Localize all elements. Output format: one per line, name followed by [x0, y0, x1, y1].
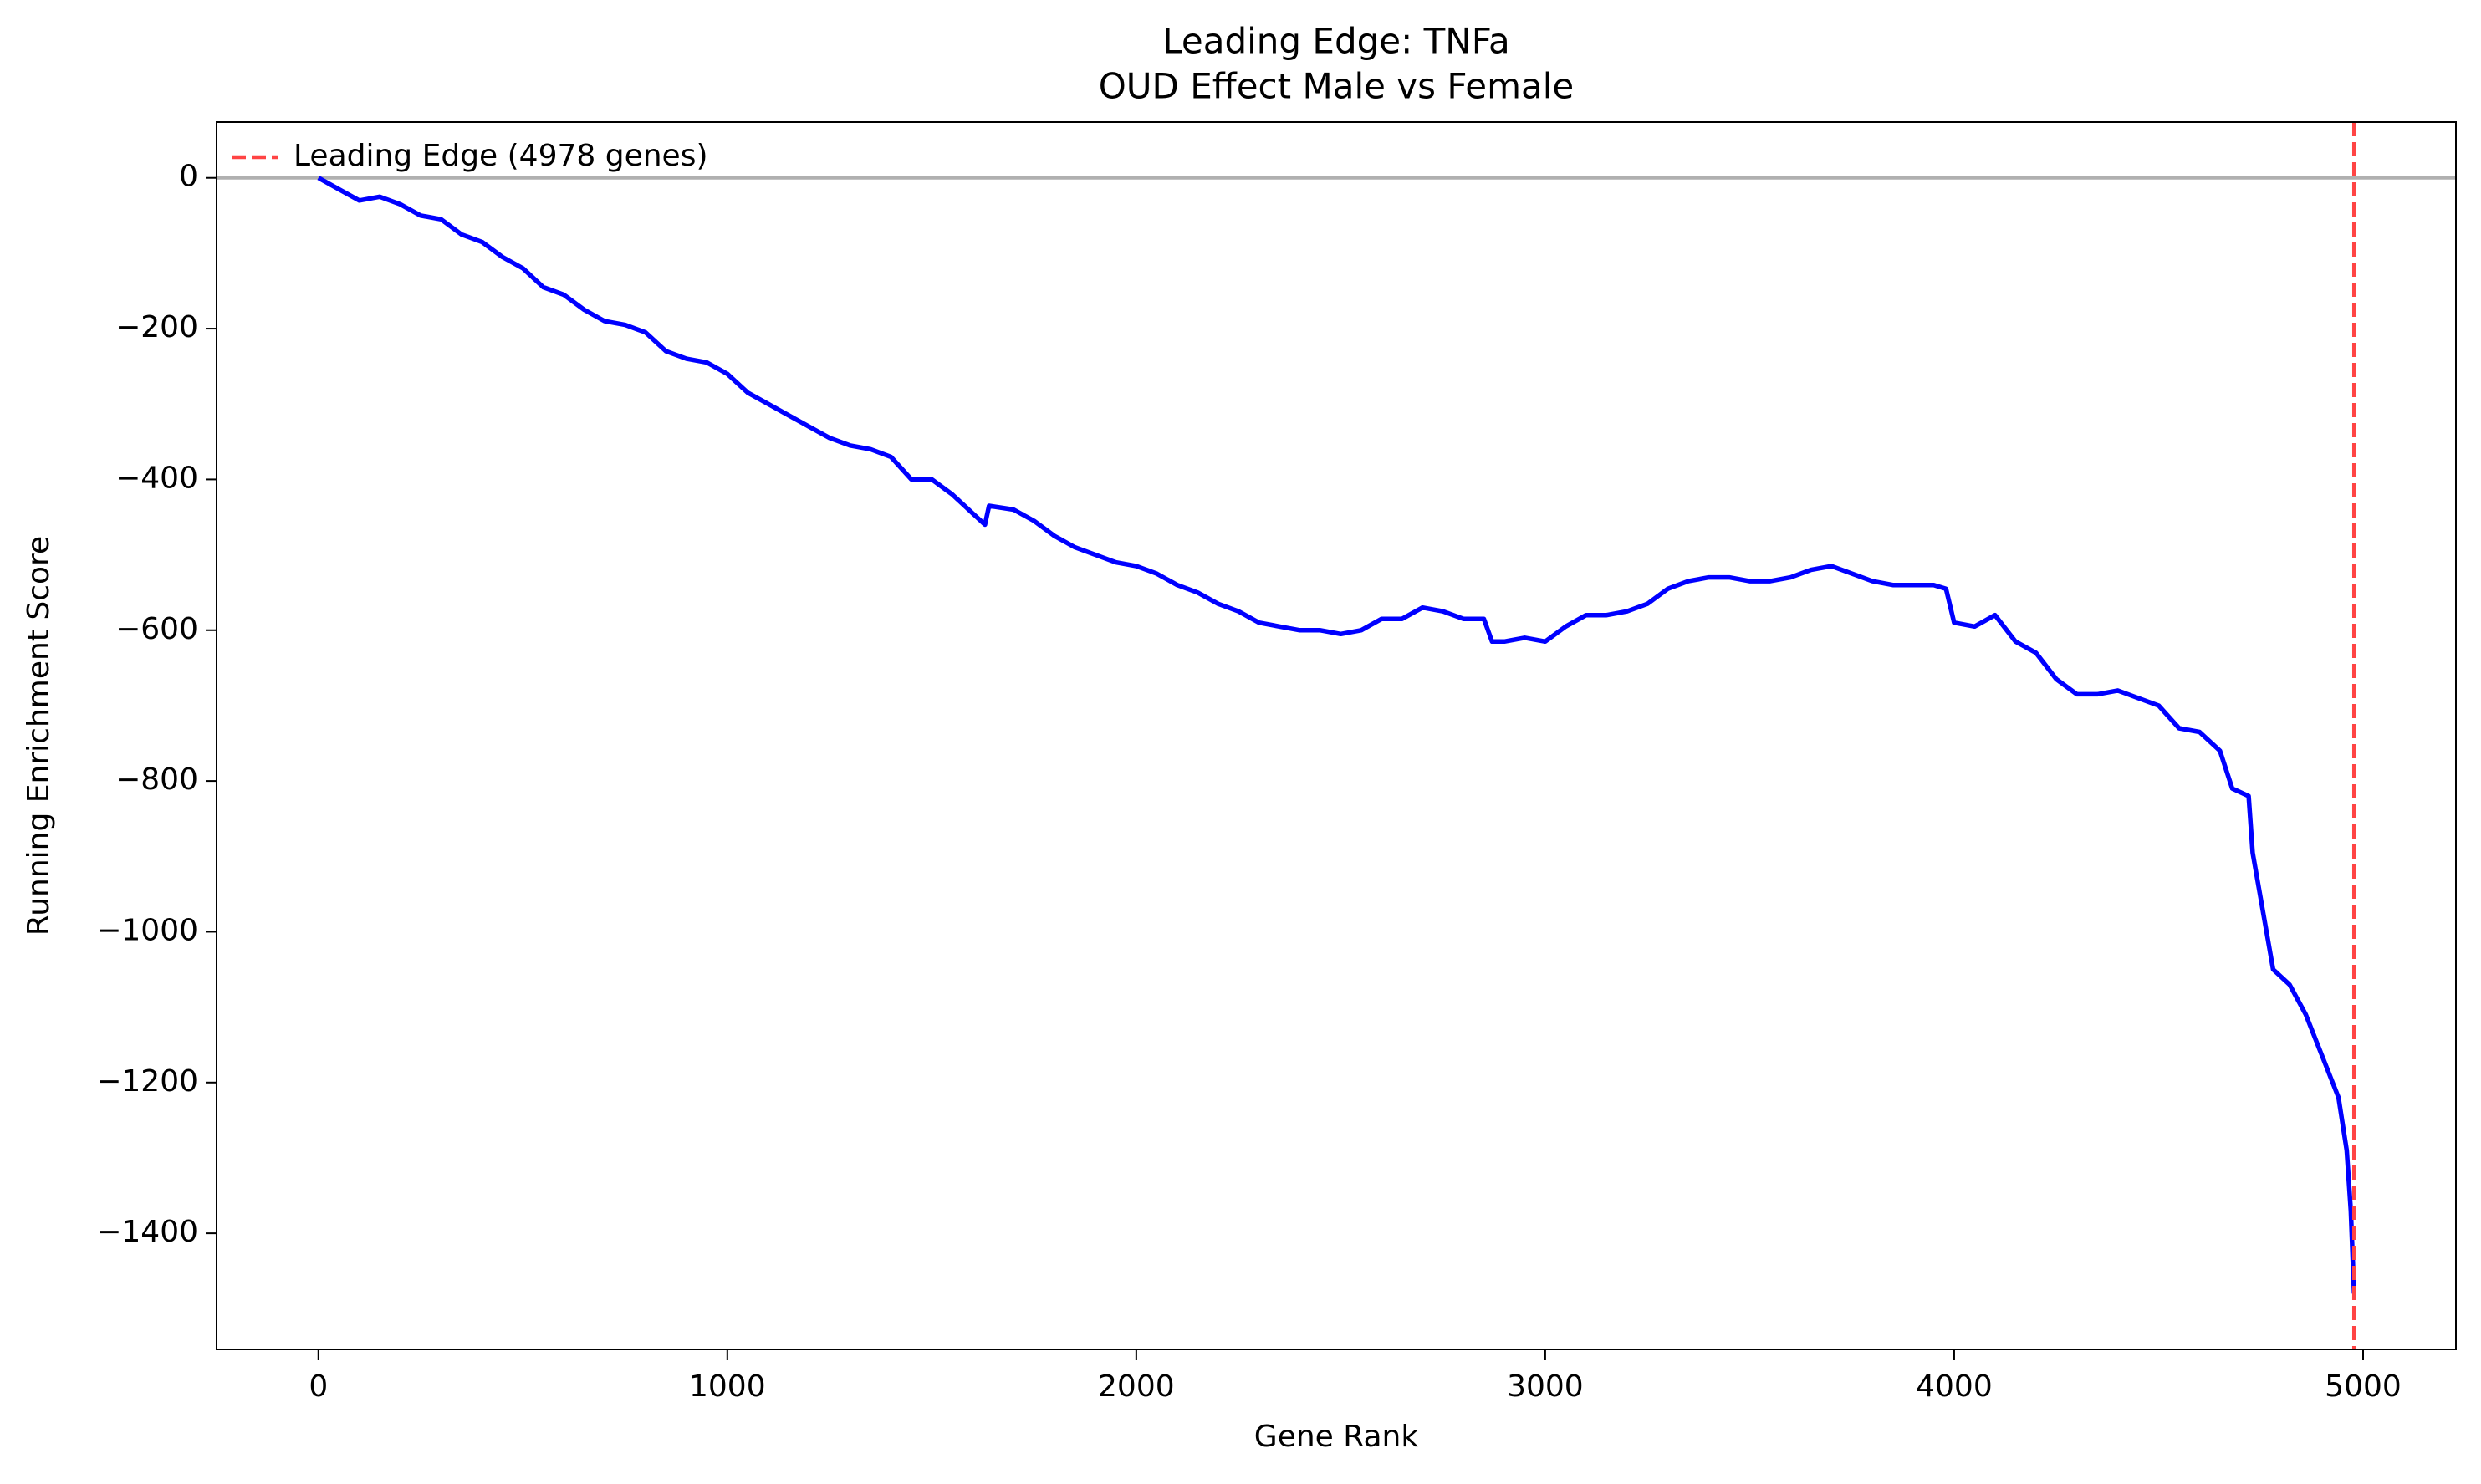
series-line	[317, 176, 2356, 1294]
y-tick-label: −600	[115, 612, 198, 646]
x-tick-label: 1000	[689, 1369, 766, 1404]
y-tick-label: −200	[115, 310, 198, 344]
y-axis-label: Running Enrichment Score	[22, 536, 56, 936]
chart-subtitle: OUD Effect Male vs Female	[1099, 66, 1575, 107]
y-tick-label: −1400	[96, 1215, 198, 1249]
x-axis-label: Gene Rank	[1254, 1420, 1419, 1454]
plot-frame	[216, 121, 2457, 1350]
y-tick-label: −400	[115, 461, 198, 495]
y-tick-label: −1200	[96, 1064, 198, 1099]
x-tick-label: 5000	[2325, 1369, 2402, 1404]
x-tick-label: 4000	[1916, 1369, 1993, 1404]
x-tick-label: 0	[309, 1369, 328, 1404]
chart-title: Leading Edge: TNFa	[1162, 21, 1510, 62]
x-tick-label: 3000	[1507, 1369, 1584, 1404]
x-tick-label: 2000	[1098, 1369, 1175, 1404]
y-tick-label: 0	[179, 160, 198, 194]
y-tick-label: −1000	[96, 913, 198, 947]
legend-label: Leading Edge (4978 genes)	[294, 139, 708, 173]
y-tick-label: −800	[115, 762, 198, 797]
